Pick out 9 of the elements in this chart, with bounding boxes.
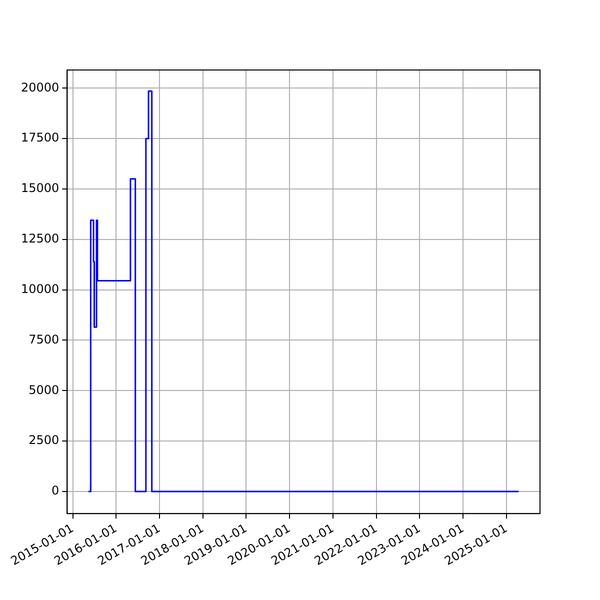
- y-tick-label: 17500: [20, 130, 60, 145]
- y-tick-label: 10000: [20, 282, 60, 296]
- y-tick-label: 0: [52, 484, 60, 498]
- y-tick-label: 2500: [28, 433, 60, 448]
- y-tick-label: 20000: [20, 80, 60, 94]
- y-tick-label: 12500: [20, 232, 60, 246]
- y-tick-label: 7500: [28, 332, 60, 346]
- y-tick-label: 5000: [28, 382, 60, 397]
- y-tick-label: 15000: [20, 181, 60, 196]
